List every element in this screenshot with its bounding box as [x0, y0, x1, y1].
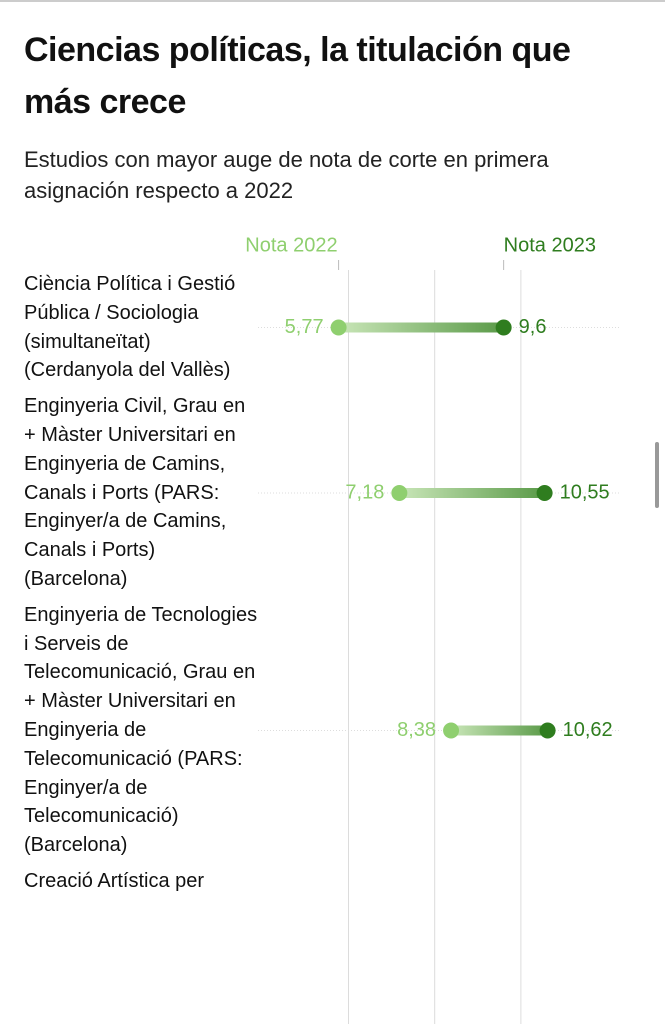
chart-subtitle: Estudios con mayor auge de nota de corte…: [24, 147, 549, 203]
value-label: 9,6: [519, 316, 547, 338]
dot: [330, 319, 347, 336]
value-label: 8,38: [397, 719, 436, 741]
scrollbar: [655, 442, 659, 508]
category-label: Enginyeria Civil, Grau en + Màster Unive…: [24, 395, 246, 590]
category-label: Ciència Política i Gestió Pública / Soci…: [24, 273, 236, 382]
range-bar: [399, 488, 545, 498]
value-label: 10,62: [563, 719, 613, 741]
chart-title: Ciencias políticas, la titulación que má…: [24, 31, 571, 121]
dot: [495, 319, 512, 336]
category-label: Creació Artística per: [24, 869, 205, 892]
value-label: 10,55: [560, 481, 610, 503]
legend-entry: Nota 2022: [245, 234, 337, 256]
dot: [536, 485, 553, 501]
value-label: 7,18: [345, 481, 384, 503]
legend-entry: Nota 2023: [504, 234, 596, 256]
dot: [539, 722, 556, 739]
category-label: Enginyeria de Tecnologies i Serveis de T…: [24, 603, 258, 857]
value-label: 5,77: [285, 316, 324, 338]
dot: [391, 485, 408, 501]
range-bar: [451, 725, 548, 736]
category-labels: Ciència Política i Gestió Pública / Soci…: [24, 270, 260, 903]
range-bar: [338, 322, 504, 333]
dot: [443, 722, 460, 739]
